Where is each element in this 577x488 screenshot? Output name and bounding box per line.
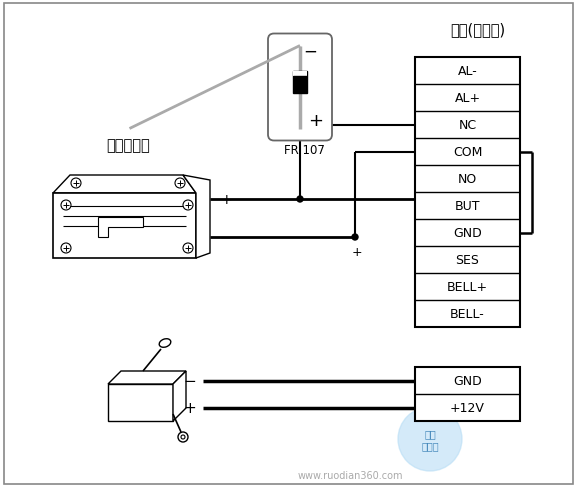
Circle shape xyxy=(175,179,185,189)
Bar xyxy=(415,367,520,421)
Circle shape xyxy=(178,432,188,442)
Text: FR 107: FR 107 xyxy=(283,143,324,156)
Text: COM: COM xyxy=(453,146,482,159)
Text: GND: GND xyxy=(453,374,482,387)
Text: +: + xyxy=(183,400,196,415)
Text: −: − xyxy=(183,373,196,388)
Circle shape xyxy=(71,179,81,189)
Text: +12V: +12V xyxy=(450,401,485,414)
Text: −: − xyxy=(303,42,317,61)
Circle shape xyxy=(183,244,193,253)
Polygon shape xyxy=(173,371,186,421)
Bar xyxy=(415,58,520,327)
Text: BELL+: BELL+ xyxy=(447,281,488,293)
Polygon shape xyxy=(98,218,143,238)
Polygon shape xyxy=(108,384,173,421)
Polygon shape xyxy=(53,194,196,259)
Text: www.ruodian360.com: www.ruodian360.com xyxy=(297,470,403,480)
Ellipse shape xyxy=(159,339,171,347)
Text: +: + xyxy=(352,246,362,259)
Circle shape xyxy=(61,244,71,253)
Text: SES: SES xyxy=(456,253,479,266)
Text: NO: NO xyxy=(458,173,477,185)
Text: AL-: AL- xyxy=(458,65,477,78)
Text: AL+: AL+ xyxy=(455,92,481,105)
Circle shape xyxy=(181,435,185,439)
Text: +: + xyxy=(220,193,231,206)
Bar xyxy=(293,72,307,77)
Text: 主机(门禁机): 主机(门禁机) xyxy=(450,22,505,38)
Circle shape xyxy=(352,235,358,241)
Text: NC: NC xyxy=(459,119,477,132)
Text: −: − xyxy=(220,230,231,244)
Text: 智能网: 智能网 xyxy=(421,440,439,450)
Polygon shape xyxy=(53,176,196,194)
Text: BUT: BUT xyxy=(455,200,480,213)
Circle shape xyxy=(183,201,193,210)
Text: BELL-: BELL- xyxy=(450,307,485,320)
Text: GND: GND xyxy=(453,226,482,240)
Bar xyxy=(293,72,307,94)
Circle shape xyxy=(61,201,71,210)
Polygon shape xyxy=(183,176,210,259)
Text: +: + xyxy=(309,112,324,130)
Polygon shape xyxy=(108,371,186,384)
Circle shape xyxy=(398,407,462,471)
Circle shape xyxy=(297,197,303,203)
Text: 弱电: 弱电 xyxy=(424,428,436,438)
FancyBboxPatch shape xyxy=(268,35,332,141)
Text: 通电常闭锁: 通电常闭锁 xyxy=(106,138,150,153)
